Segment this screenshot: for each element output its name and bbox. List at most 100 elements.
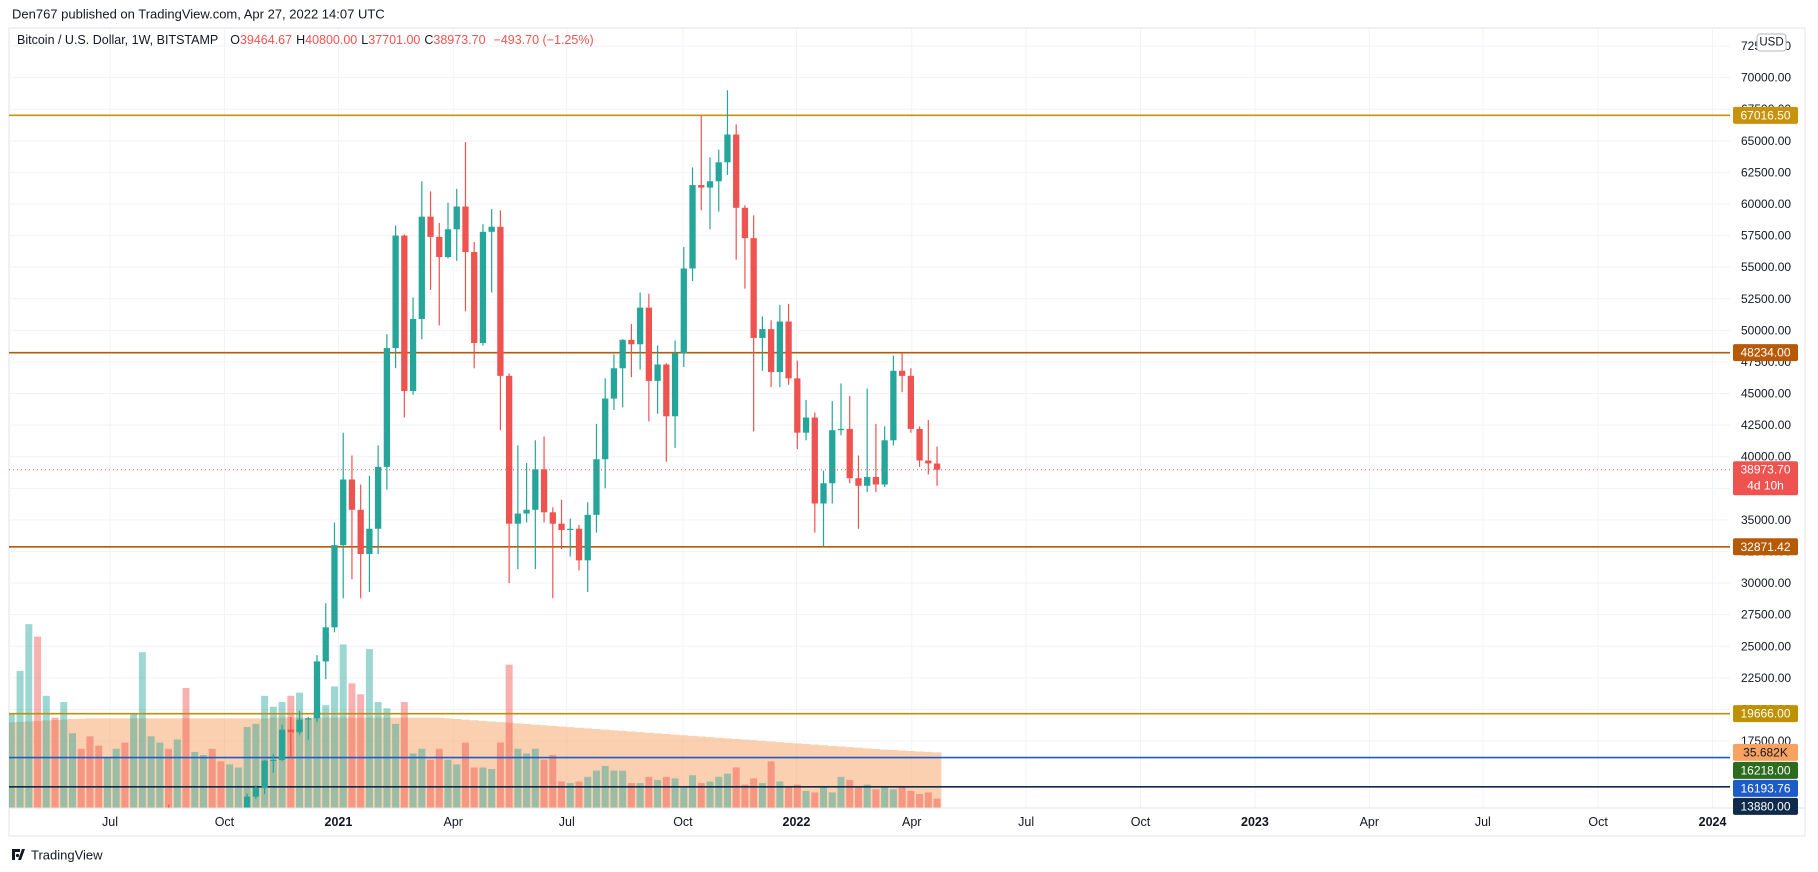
- legend-key: O: [230, 33, 240, 47]
- price-label-bg: [1733, 779, 1798, 797]
- volume-bar: [723, 773, 731, 808]
- volume-bar: [645, 776, 653, 808]
- volume-bar: [523, 753, 531, 808]
- legend-key: H: [296, 33, 306, 47]
- volume-bar: [531, 748, 539, 808]
- volume-bar: [566, 783, 574, 808]
- candle-body: [802, 417, 810, 433]
- candle-body: [174, 814, 180, 815]
- candle-body: [689, 185, 696, 269]
- price-label: 13880.00: [1740, 799, 1790, 813]
- candle-body: [235, 817, 241, 820]
- y-tick-label: 60000.00: [1741, 197, 1791, 211]
- volume-bar: [60, 702, 68, 808]
- price-label-bg: [1733, 538, 1798, 556]
- candle-body: [523, 509, 530, 514]
- candle-body: [706, 181, 714, 188]
- candle-body: [794, 378, 801, 433]
- candle-body: [444, 229, 452, 258]
- candle-body: [907, 375, 914, 429]
- candle-body: [881, 440, 888, 485]
- volume-bar: [470, 767, 478, 808]
- x-tick-label: Jul: [559, 815, 575, 829]
- candle-body: [87, 844, 93, 845]
- volume-bar: [584, 776, 592, 808]
- candle-body: [925, 460, 932, 464]
- volume-bar: [671, 778, 679, 808]
- candle-body: [933, 463, 941, 470]
- candle-body: [409, 318, 417, 392]
- candle-body: [113, 845, 119, 848]
- volume-bar: [610, 770, 618, 808]
- y-tick-label: 30000.00: [1741, 576, 1791, 590]
- volume-bar: [505, 664, 513, 808]
- price-label: 4d 10h: [1747, 479, 1784, 493]
- volume-bar: [872, 789, 880, 808]
- x-tick-label: Oct: [215, 815, 235, 829]
- candle-body: [340, 479, 347, 546]
- volume-bar: [435, 748, 443, 808]
- legend-value: 37701.00: [368, 33, 421, 47]
- candle-body: [698, 185, 705, 188]
- candle-body: [165, 812, 171, 815]
- volume-bar: [418, 748, 426, 808]
- volume-bar: [252, 723, 260, 808]
- y-tick-label: 62500.00: [1741, 165, 1791, 179]
- candle-body: [610, 368, 618, 399]
- y-tick-label: 55000.00: [1741, 260, 1791, 274]
- volume-bar: [933, 798, 941, 808]
- y-tick-label: 22500.00: [1741, 671, 1791, 685]
- volume-bar: [689, 775, 697, 808]
- candle-body: [183, 814, 189, 832]
- candle-body: [157, 812, 163, 815]
- volume-bar: [444, 759, 452, 808]
- volume-bar: [837, 776, 845, 808]
- volume-bar: [25, 624, 33, 808]
- volume-bar: [339, 644, 347, 808]
- candle-body: [505, 375, 513, 524]
- candle-body: [663, 364, 670, 417]
- volume-bar: [549, 755, 557, 808]
- legend-key: C: [424, 33, 434, 47]
- price-label-bg: [1733, 344, 1798, 362]
- price-label: 16193.76: [1740, 781, 1790, 795]
- volume-bar: [348, 683, 356, 808]
- volume-bar: [261, 695, 269, 808]
- candle-body: [139, 822, 145, 837]
- candle-body: [331, 545, 338, 628]
- brand-logo: [12, 849, 25, 860]
- candle-body: [820, 483, 827, 504]
- candle-body: [549, 512, 556, 524]
- candle-body: [122, 845, 128, 846]
- volume-bar: [654, 779, 662, 808]
- volume-bar: [916, 793, 924, 808]
- volume-bar: [802, 790, 810, 808]
- volume-bar: [217, 761, 225, 808]
- volume-bar: [496, 742, 504, 808]
- volume-bar: [907, 790, 915, 808]
- candle-body: [628, 339, 635, 345]
- candle-body: [767, 329, 775, 373]
- x-tick-label: Jul: [102, 815, 118, 829]
- volume-bar: [540, 759, 548, 808]
- price-label-bg: [1733, 461, 1798, 496]
- brand-name: TradingView: [31, 848, 103, 863]
- candle-body: [759, 329, 766, 338]
- volume-bar: [828, 792, 836, 808]
- volume-bar: [68, 733, 76, 808]
- price-label: 48234.00: [1740, 346, 1790, 360]
- volume-bar: [924, 792, 932, 808]
- x-tick-label: Apr: [1360, 815, 1379, 829]
- candle-body: [78, 840, 84, 844]
- candle-body: [741, 207, 749, 239]
- volume-bar: [121, 742, 129, 808]
- candle-body: [148, 814, 154, 822]
- candle-body: [418, 216, 425, 319]
- candle-body: [532, 469, 539, 510]
- volume-bar: [461, 742, 469, 808]
- volume-bar: [392, 723, 400, 808]
- volume-bar: [234, 767, 242, 808]
- candle-body: [252, 787, 260, 797]
- volume-bar: [365, 649, 373, 808]
